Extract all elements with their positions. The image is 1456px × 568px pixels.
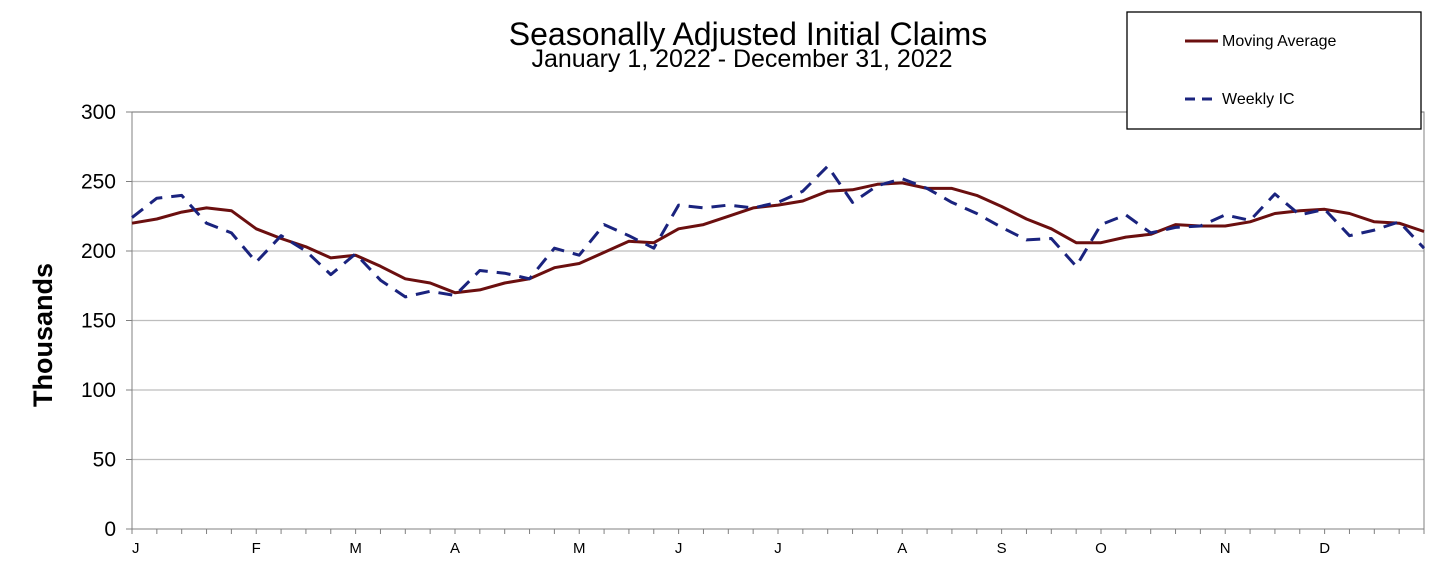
y-tick-label: 50 [93, 449, 116, 472]
chart-title: Seasonally Adjusted Initial Claims [509, 16, 987, 52]
y-tick-label: 200 [81, 240, 116, 263]
x-tick-label: M [573, 540, 586, 557]
legend: Moving Average Weekly IC [1126, 11, 1422, 130]
y-tick-label: 150 [81, 310, 116, 333]
x-tick-label: A [450, 540, 460, 557]
x-tick-label: D [1319, 540, 1330, 557]
y-axis: 0 50 100 150 200 250 300 [81, 101, 132, 541]
x-tick-label: M [349, 540, 362, 557]
legend-box [1126, 11, 1422, 130]
y-tick-label: 0 [104, 518, 116, 541]
x-tick-label: O [1095, 540, 1107, 557]
x-tick-label: N [1220, 540, 1231, 557]
y-tick-label: 100 [81, 379, 116, 402]
x-tick-label: J [675, 540, 683, 557]
gridlines [132, 111, 1424, 461]
series-line-weekly-ic [131, 164, 1426, 299]
x-tick-label: F [252, 540, 261, 557]
x-tick-label: S [997, 540, 1007, 557]
x-tick-label: J [132, 540, 140, 557]
legend-label-weekly-ic: Weekly IC [1222, 91, 1295, 108]
legend-label-moving-average: Moving Average [1222, 33, 1337, 50]
series-lines [131, 164, 1426, 299]
series-line-moving-average [131, 181, 1425, 295]
data-points [132, 166, 1424, 297]
chart-subtitle: January 1, 2022 - December 31, 2022 [531, 45, 952, 73]
x-tick-label: J [774, 540, 782, 557]
y-axis-label: Thousands [28, 263, 58, 407]
y-tick-label: 250 [81, 171, 116, 194]
x-tick-label: A [897, 540, 907, 557]
y-tick-label: 300 [81, 101, 116, 124]
